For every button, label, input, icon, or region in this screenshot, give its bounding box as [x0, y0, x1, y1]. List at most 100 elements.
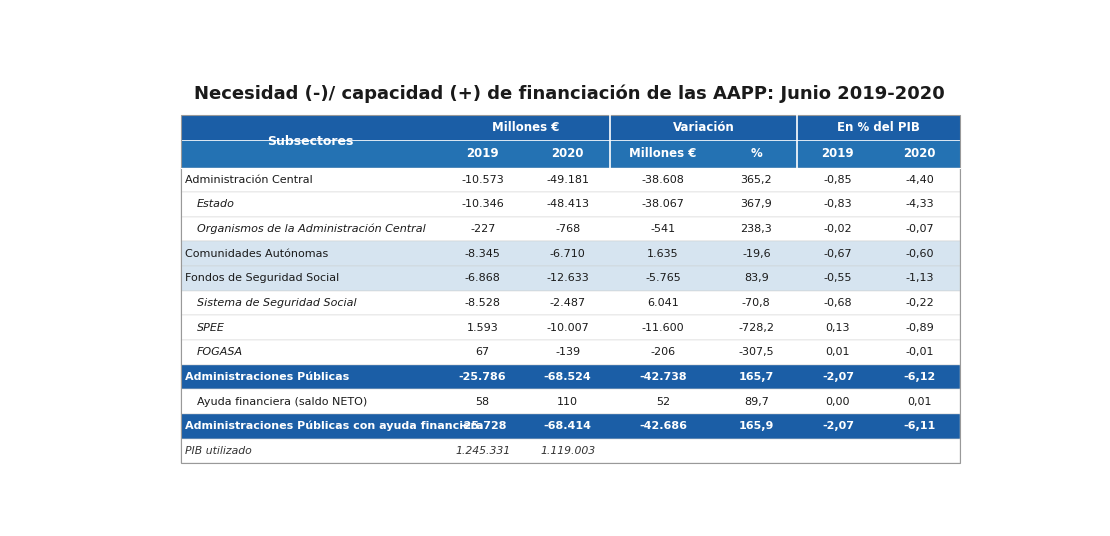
Text: 83,9: 83,9	[744, 273, 769, 284]
Text: 0,13: 0,13	[826, 323, 850, 333]
Text: 2020: 2020	[552, 147, 584, 160]
Text: -8.528: -8.528	[465, 298, 501, 308]
Bar	[181, 389, 960, 414]
Text: -6,12: -6,12	[904, 372, 936, 382]
Text: -728,2: -728,2	[738, 323, 775, 333]
Text: -0,02: -0,02	[824, 224, 852, 234]
Text: Variación: Variación	[673, 121, 735, 134]
Text: 52: 52	[656, 397, 670, 407]
Text: 165,7: 165,7	[738, 372, 774, 382]
Text: Ayuda financiera (saldo NETO): Ayuda financiera (saldo NETO)	[196, 397, 367, 407]
Bar	[181, 414, 960, 438]
Text: Organismos de la Administración Central: Organismos de la Administración Central	[196, 224, 425, 234]
Text: 367,9: 367,9	[740, 199, 773, 210]
Text: Subsectores: Subsectores	[268, 135, 354, 148]
Text: -6.710: -6.710	[549, 249, 586, 259]
Bar	[181, 115, 960, 140]
Text: -42.686: -42.686	[639, 421, 687, 431]
Text: -0,85: -0,85	[824, 175, 852, 185]
Text: 2019: 2019	[466, 147, 500, 160]
Text: -0,55: -0,55	[824, 273, 852, 284]
Bar	[181, 167, 960, 192]
Text: 365,2: 365,2	[740, 175, 773, 185]
Text: 0,01: 0,01	[907, 397, 931, 407]
Text: -0,07: -0,07	[905, 224, 934, 234]
Text: -12.633: -12.633	[546, 273, 589, 284]
Bar	[181, 115, 960, 463]
Text: 6.041: 6.041	[647, 298, 679, 308]
Text: Estado: Estado	[196, 199, 234, 210]
Text: -0,89: -0,89	[905, 323, 934, 333]
Text: 0,00: 0,00	[826, 397, 850, 407]
Text: -2,07: -2,07	[821, 372, 854, 382]
Text: -10.573: -10.573	[462, 175, 504, 185]
Text: SPEE: SPEE	[196, 323, 224, 333]
Text: -48.413: -48.413	[546, 199, 589, 210]
Bar	[181, 364, 960, 389]
Text: -68.524: -68.524	[544, 372, 592, 382]
Text: -49.181: -49.181	[546, 175, 589, 185]
Text: -139: -139	[555, 347, 581, 358]
Text: 110: 110	[557, 397, 578, 407]
Text: -70,8: -70,8	[741, 298, 770, 308]
Text: 1.245.331: 1.245.331	[455, 446, 511, 456]
Text: -2.487: -2.487	[549, 298, 586, 308]
Text: -11.600: -11.600	[642, 323, 684, 333]
Text: -206: -206	[650, 347, 676, 358]
Text: -307,5: -307,5	[738, 347, 774, 358]
Text: -1,13: -1,13	[906, 273, 934, 284]
Text: Administración Central: Administración Central	[185, 175, 313, 185]
Bar	[181, 241, 960, 266]
Text: 238,3: 238,3	[740, 224, 773, 234]
Text: Necesidad (-)/ capacidad (+) de financiación de las AAPP: Junio 2019-2020: Necesidad (-)/ capacidad (+) de financia…	[193, 84, 945, 103]
Text: PIB utilizado: PIB utilizado	[185, 446, 252, 456]
Text: -10.346: -10.346	[462, 199, 504, 210]
Text: En % del PIB: En % del PIB	[837, 121, 920, 134]
Text: -541: -541	[650, 224, 676, 234]
Bar	[181, 192, 960, 217]
Bar	[181, 266, 960, 291]
Text: Administraciones Públicas: Administraciones Públicas	[185, 372, 350, 382]
Text: -38.067: -38.067	[642, 199, 685, 210]
Text: -227: -227	[470, 224, 495, 234]
Text: -4,33: -4,33	[905, 199, 934, 210]
Text: %: %	[750, 147, 763, 160]
Bar	[181, 217, 960, 241]
Text: 0,01: 0,01	[826, 347, 850, 358]
Text: -0,60: -0,60	[906, 249, 934, 259]
Text: 2020: 2020	[904, 147, 936, 160]
Text: 58: 58	[475, 397, 490, 407]
Text: -38.608: -38.608	[642, 175, 685, 185]
Text: -2,07: -2,07	[821, 421, 854, 431]
Text: -8.345: -8.345	[465, 249, 501, 259]
Bar	[181, 291, 960, 315]
Text: -42.738: -42.738	[639, 372, 687, 382]
Text: -0,83: -0,83	[824, 199, 852, 210]
Bar	[181, 140, 960, 167]
Text: Sistema de Seguridad Social: Sistema de Seguridad Social	[196, 298, 356, 308]
Text: 2019: 2019	[821, 147, 855, 160]
Text: 165,9: 165,9	[738, 421, 774, 431]
Text: -6.868: -6.868	[465, 273, 501, 284]
Text: FOGASA: FOGASA	[196, 347, 243, 358]
Bar	[181, 315, 960, 340]
Text: -0,01: -0,01	[906, 347, 934, 358]
Text: -0,67: -0,67	[824, 249, 852, 259]
Text: Comunidades Autónomas: Comunidades Autónomas	[185, 249, 329, 259]
Text: Millones €: Millones €	[492, 121, 559, 134]
Text: 1.119.003: 1.119.003	[541, 446, 595, 456]
Text: 1.593: 1.593	[467, 323, 498, 333]
Text: -5.765: -5.765	[645, 273, 680, 284]
Text: Administraciones Públicas con ayuda financiera: Administraciones Públicas con ayuda fina…	[185, 421, 484, 431]
Bar	[181, 340, 960, 364]
Text: -19,6: -19,6	[741, 249, 770, 259]
Text: -25.728: -25.728	[458, 421, 506, 431]
Text: -6,11: -6,11	[904, 421, 936, 431]
Bar	[181, 438, 960, 463]
Text: -0,68: -0,68	[824, 298, 852, 308]
Text: -68.414: -68.414	[544, 421, 592, 431]
Text: Fondos de Seguridad Social: Fondos de Seguridad Social	[185, 273, 340, 284]
Text: -10.007: -10.007	[546, 323, 589, 333]
Text: 1.635: 1.635	[647, 249, 678, 259]
Text: -4,40: -4,40	[905, 175, 934, 185]
